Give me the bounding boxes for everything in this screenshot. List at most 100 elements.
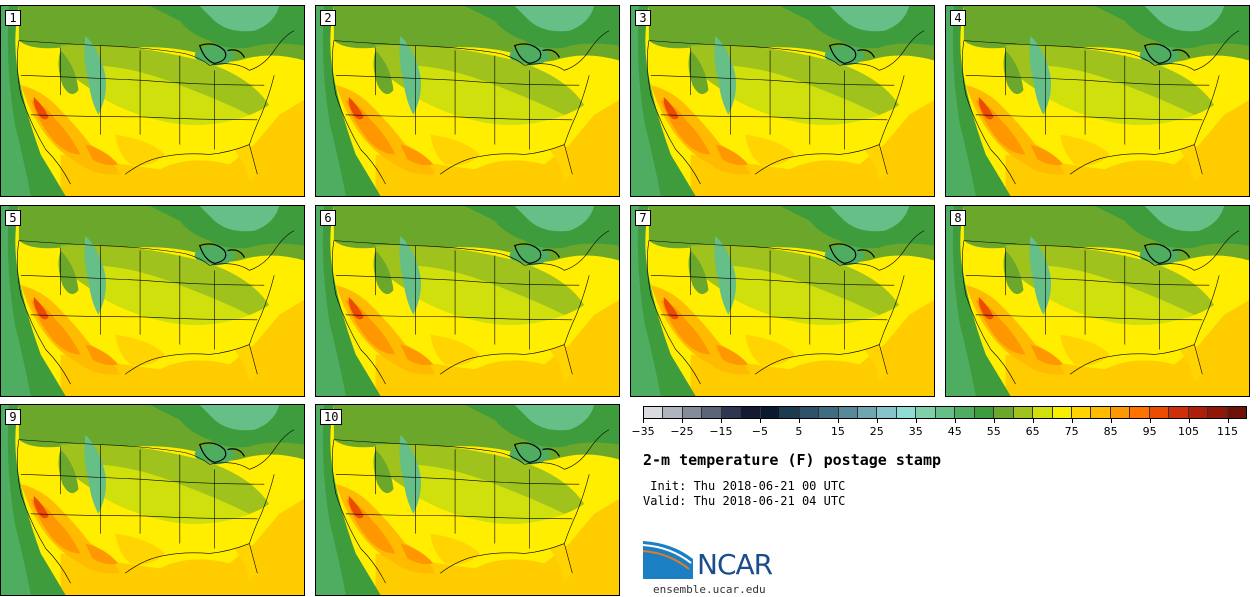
colorbar-swatch xyxy=(1091,407,1111,418)
valid-time: Valid: Thu 2018-06-21 04 UTC xyxy=(643,494,846,508)
colorbar-swatch xyxy=(780,407,800,418)
colorbar-tick-label: 35 xyxy=(908,425,923,438)
colorbar-tick xyxy=(1149,419,1151,423)
map-panel-1: 1 xyxy=(0,5,305,197)
colorbar-tick xyxy=(915,419,917,423)
member-label: 8 xyxy=(950,210,966,226)
colorbar-swatch xyxy=(741,407,761,418)
map-panel-6: 6 xyxy=(315,205,620,397)
temperature-map xyxy=(631,6,934,196)
colorbar-swatch xyxy=(702,407,722,418)
colorbar-swatch xyxy=(896,407,917,418)
temperature-map xyxy=(316,405,619,595)
map-panel-4: 4 xyxy=(945,5,1250,197)
temperature-map xyxy=(316,206,619,396)
member-label: 7 xyxy=(635,210,651,226)
colorbar-swatch xyxy=(1188,407,1209,418)
member-label: 9 xyxy=(5,409,21,425)
colorbar-swatch xyxy=(994,407,1014,418)
member-label: 3 xyxy=(635,10,651,26)
map-panel-5: 5 xyxy=(0,205,305,397)
map-panel-7: 7 xyxy=(630,205,935,397)
colorbar-swatch xyxy=(974,407,995,418)
map-panel-3: 3 xyxy=(630,5,935,197)
colorbar-swatch xyxy=(955,407,975,418)
colorbar-swatch xyxy=(1208,407,1228,418)
colorbar-swatch xyxy=(1033,407,1053,418)
temperature-map xyxy=(1,6,304,196)
colorbar-ticks: −35 −25 −15 −5 5 15 25 35 45 55 65 75 85 95 105 115 xyxy=(631,419,1247,439)
colorbar-swatch xyxy=(1110,407,1131,418)
member-label: 1 xyxy=(5,10,21,26)
colorbar-tick xyxy=(954,419,956,423)
colorbar-tick-label: 85 xyxy=(1103,425,1118,438)
init-time: Init: Thu 2018-06-21 00 UTC xyxy=(643,479,846,493)
map-panel-9: 9 xyxy=(0,404,305,596)
colorbar-tick-label: 5 xyxy=(795,425,803,438)
member-label: 6 xyxy=(320,210,336,226)
colorbar-swatch xyxy=(877,407,897,418)
ncar-logo-icon xyxy=(643,541,693,579)
colorbar-tick-label: 15 xyxy=(830,425,845,438)
colorbar-tick-label: 55 xyxy=(986,425,1001,438)
colorbar-swatch xyxy=(1052,407,1072,418)
temperature-map xyxy=(946,206,1249,396)
colorbar-swatch xyxy=(682,407,703,418)
colorbar-tick xyxy=(1188,419,1190,423)
colorbar-tick-label: 105 xyxy=(1178,425,1200,438)
colorbar-swatch xyxy=(916,407,936,418)
colorbar-tick xyxy=(1110,419,1112,423)
colorbar-tick-label: 65 xyxy=(1025,425,1040,438)
member-label: 10 xyxy=(320,409,343,425)
colorbar-tick xyxy=(1032,419,1034,423)
colorbar-tick-label: −5 xyxy=(751,425,768,438)
colorbar-tick xyxy=(720,419,722,423)
colorbar-tick-label: 115 xyxy=(1217,425,1239,438)
colorbar-tick-label: 75 xyxy=(1064,425,1079,438)
map-panel-2: 2 xyxy=(315,5,620,197)
colorbar-swatch xyxy=(1071,407,1092,418)
colorbar-swatch xyxy=(799,407,820,418)
colorbar-tick-label: 25 xyxy=(869,425,884,438)
map-panel-8: 8 xyxy=(945,205,1250,397)
colorbar-swatch xyxy=(1130,407,1150,418)
colorbar-tick-label: −35 xyxy=(631,425,655,438)
colorbar-swatch xyxy=(819,407,839,418)
colorbar-tick xyxy=(681,419,683,423)
colorbar-tick xyxy=(1071,419,1073,423)
colorbar-swatch xyxy=(663,407,683,418)
colorbar-tick xyxy=(643,419,644,423)
plot-title: 2-m temperature (F) postage stamp xyxy=(643,451,942,469)
colorbar-tick-label: 95 xyxy=(1142,425,1157,438)
colorbar-swatch xyxy=(760,407,781,418)
member-label: 4 xyxy=(950,10,966,26)
colorbar-tick-label: −25 xyxy=(670,425,694,438)
temperature-map xyxy=(946,6,1249,196)
temperature-map xyxy=(631,206,934,396)
ncar-logo-text: NCAR xyxy=(697,548,773,581)
colorbar-swatch xyxy=(1227,407,1247,418)
temperature-map xyxy=(316,6,619,196)
temperature-map xyxy=(1,405,304,595)
colorbar-swatch xyxy=(935,407,956,418)
colorbar-swatch xyxy=(721,407,742,418)
colorbar-tick-label: 45 xyxy=(947,425,962,438)
colorbar-tick xyxy=(837,419,839,423)
colorbar-tick xyxy=(1227,419,1229,423)
colorbar-swatch xyxy=(644,407,664,418)
temperature-map xyxy=(1,206,304,396)
colorbar-tick xyxy=(993,419,995,423)
colorbar-tick xyxy=(876,419,878,423)
colorbar-tick xyxy=(798,419,800,423)
temperature-colorbar xyxy=(643,406,1247,419)
member-label: 5 xyxy=(5,210,21,226)
colorbar-swatch xyxy=(1169,407,1189,418)
colorbar-tick-label: −15 xyxy=(709,425,733,438)
colorbar-swatch xyxy=(857,407,878,418)
colorbar-swatch xyxy=(838,407,858,418)
site-url: ensemble.ucar.edu xyxy=(653,583,766,596)
colorbar-swatch xyxy=(1013,407,1034,418)
colorbar-swatch xyxy=(1149,407,1170,418)
map-panel-10: 10 xyxy=(315,404,620,596)
member-label: 2 xyxy=(320,10,336,26)
